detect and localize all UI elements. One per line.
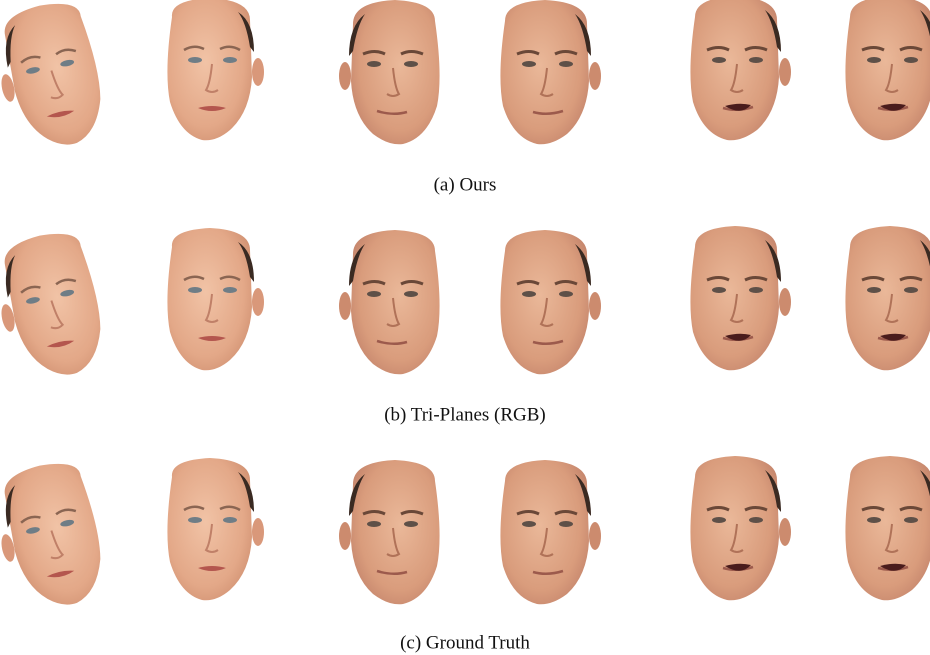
face-image [167, 0, 264, 140]
face-image [339, 460, 440, 604]
face-image [500, 230, 601, 374]
face-image [690, 0, 791, 140]
caption: (a) Ours [434, 174, 497, 195]
face-image [0, 227, 111, 386]
face-image [0, 0, 111, 156]
caption: (c) Ground Truth [400, 632, 530, 653]
face-image [500, 460, 601, 604]
caption: (b) Tri-Planes (RGB) [384, 404, 546, 425]
face-image [339, 0, 440, 144]
face-image [167, 228, 264, 370]
face-image [845, 226, 930, 370]
face-image [500, 0, 601, 144]
face-image [0, 457, 111, 616]
face-image [845, 456, 930, 600]
face-image [167, 458, 264, 600]
face-image [845, 0, 930, 140]
face-image [690, 456, 791, 600]
figure: (a) Ours (b) Tri-Planes (RGB) (c) Ground… [0, 0, 930, 655]
page: {"figure": {"captions": ["(a) Ours", "(b… [0, 0, 930, 655]
face-image [339, 230, 440, 374]
face-image [690, 226, 791, 370]
